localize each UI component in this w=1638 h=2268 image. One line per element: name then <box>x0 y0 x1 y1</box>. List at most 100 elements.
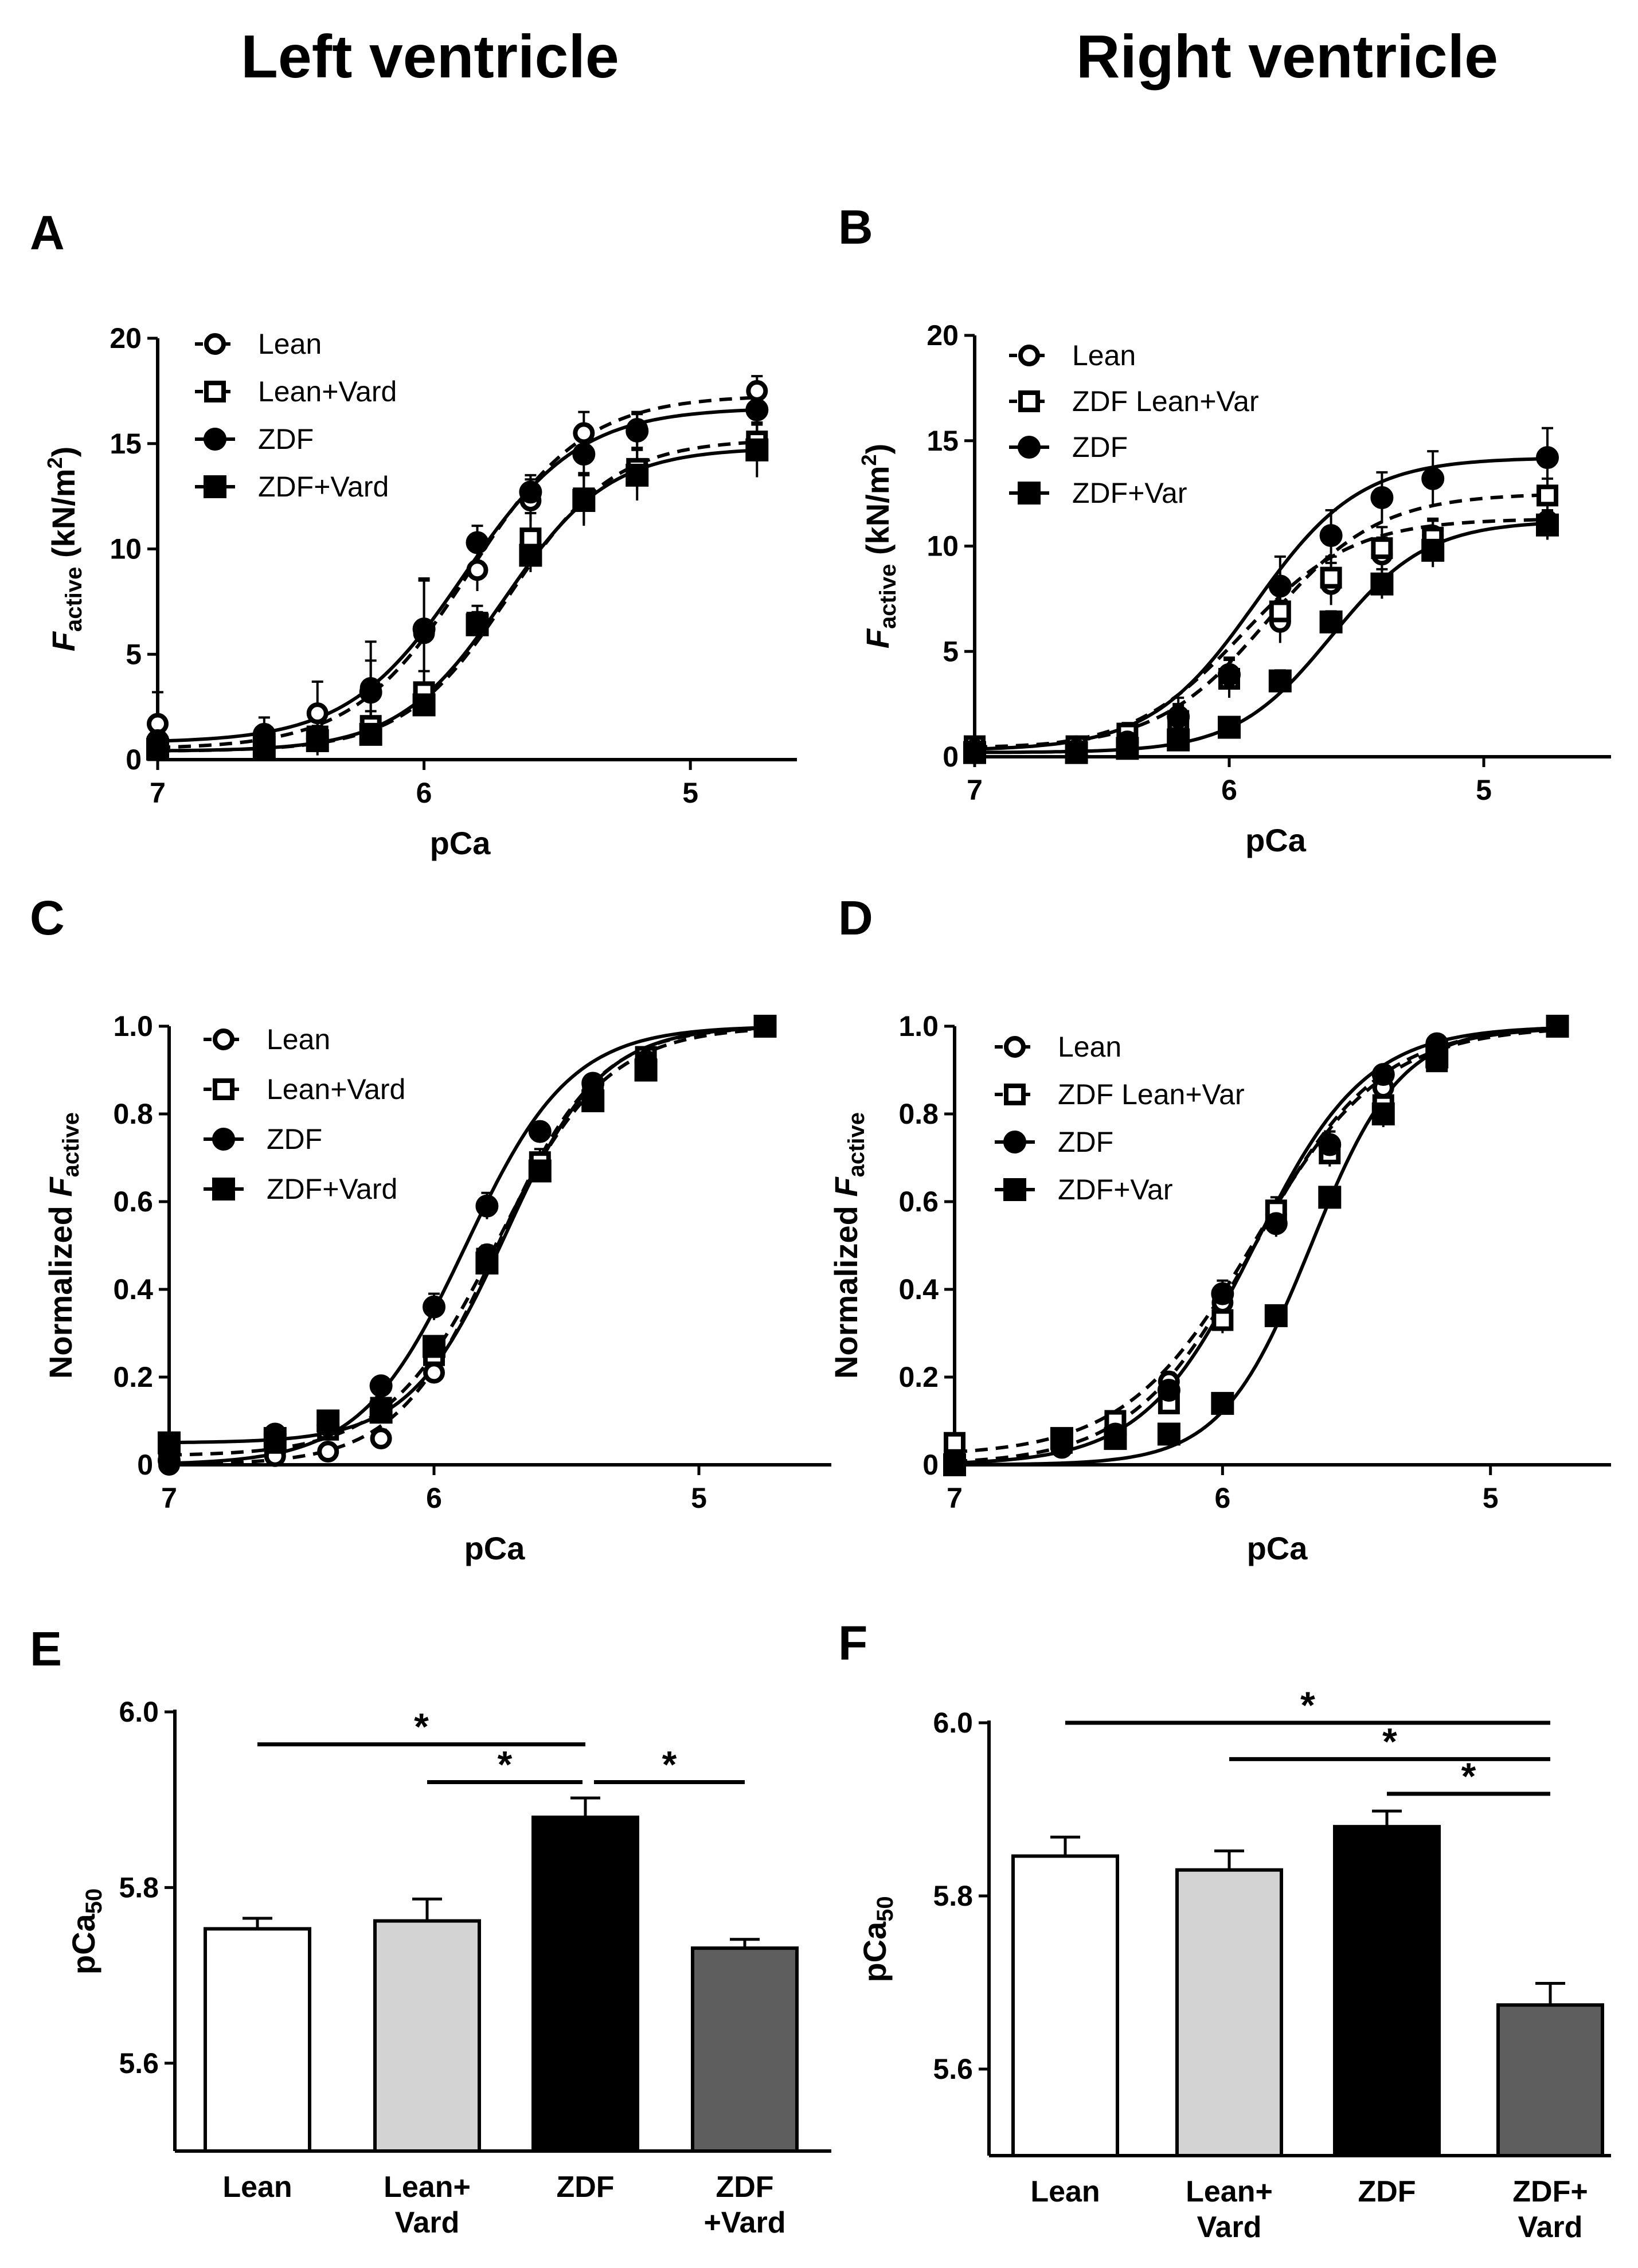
marker-lean <box>306 702 329 725</box>
marker-zdf <box>1211 1282 1234 1305</box>
marker-lean <box>213 1029 234 1050</box>
x-tick-label: 6 <box>416 777 432 809</box>
category-label: Lean <box>222 2171 292 2204</box>
marker-zdf-var <box>1116 737 1139 760</box>
marker-zdf <box>212 1128 235 1151</box>
y-axis-label: pCa50 <box>65 1888 107 1974</box>
y-tick-label: 0 <box>126 744 142 776</box>
legend-label-zdf: ZDF <box>1058 1126 1113 1158</box>
panel-letter-e: E <box>30 1622 62 1676</box>
marker-lean <box>746 380 768 402</box>
legend-label-zdf-var: ZDF+Var <box>1072 477 1187 509</box>
marker-zdf <box>475 1194 499 1218</box>
significance-star: * <box>1382 1720 1397 1762</box>
marker-lean <box>1004 1036 1026 1058</box>
y-tick-label: 0.4 <box>898 1273 939 1305</box>
marker-zdf-var <box>1211 1391 1234 1415</box>
category-label: ZDF <box>1358 2175 1416 2208</box>
y-tick-label: 5 <box>126 638 142 670</box>
legend-label-lean-vard: Lean+Vard <box>258 376 397 408</box>
legend-label-lean: Lean <box>1072 339 1136 372</box>
fit-curve-zdf-var <box>955 1026 1558 1467</box>
marker-zdf-vard <box>475 1252 499 1275</box>
panel-letter-b: B <box>838 200 873 254</box>
marker-zdf <box>1318 1133 1342 1156</box>
category-label: Lean+ <box>384 2171 471 2204</box>
fit-curve-zdf <box>954 1026 1558 1465</box>
y-tick-label: 10 <box>110 533 142 565</box>
y-axis-label-symbol: F <box>859 628 896 648</box>
marker-zdf-vard <box>252 735 276 758</box>
x-tick-label: 5 <box>691 1482 707 1514</box>
marker-zdf-vard <box>745 438 769 462</box>
marker-zdf-vard <box>581 1089 605 1113</box>
marker-zdf-var <box>943 1453 966 1476</box>
marker-zdf <box>369 1374 393 1398</box>
marker-zdf <box>1003 1131 1026 1153</box>
y-axis-label: Factive (kN/m2) <box>43 447 87 651</box>
y-tick-label: 15 <box>110 428 142 460</box>
marker-zdf <box>1167 705 1190 729</box>
fit-curve-zdf-vard <box>169 1026 765 1445</box>
fit-curve-zdf-lean-var <box>974 493 1548 749</box>
marker-zdf-vard <box>316 1409 340 1433</box>
marker-zdf-var <box>1318 1186 1342 1209</box>
marker-zdf-vard <box>369 1401 393 1424</box>
y-axis-label-close: ) <box>859 444 896 455</box>
y-tick-label: 6.0 <box>119 1696 159 1728</box>
y-axis-label-subscript: active <box>61 567 87 632</box>
category-label: Vard <box>395 2206 460 2239</box>
y-axis-label-text: Normalized <box>828 1197 864 1379</box>
x-axis-label: pCa <box>464 1530 526 1566</box>
marker-zdf-var <box>1546 1015 1569 1038</box>
marker-zdf-var <box>1218 715 1241 739</box>
category-label: +Vard <box>703 2206 785 2239</box>
fit-curve-zdf-vard <box>157 448 757 753</box>
y-tick-label: 0.2 <box>898 1361 939 1393</box>
column-title-right: Right ventricle <box>1076 23 1498 91</box>
panel-d-normalized-curve: 0 0.2 0.4 0.6 0.8 1.0 7 6 5 pCa Normalized Factive… <box>828 1010 1611 1566</box>
panel-a-force-curve: 0 5 10 15 20 7 6 5 pCa Factive (kN/m2) Lean Lean+Va… <box>43 322 797 861</box>
category-label: Vard <box>1197 2211 1262 2244</box>
y-axis-label-subscript: active <box>875 564 901 629</box>
category-label: ZDF <box>556 2171 614 2204</box>
significance-star: * <box>1461 1755 1476 1797</box>
marker-zdf-var <box>1319 610 1343 634</box>
significance-star: * <box>662 1743 677 1786</box>
marker-zdf <box>412 617 436 641</box>
y-tick-label: 0.6 <box>113 1186 153 1218</box>
bar-zdf <box>1333 1825 1441 2157</box>
marker-lean <box>204 333 226 355</box>
y-axis-label-superscript: 2 <box>857 454 881 466</box>
marker-zdf-lean-var <box>1018 390 1040 412</box>
marker-zdf-var <box>1167 728 1190 752</box>
x-tick-label: 6 <box>1214 1482 1230 1514</box>
legend-label-zdf: ZDF <box>267 1123 322 1155</box>
y-tick-label: 0.6 <box>898 1186 939 1218</box>
marker-zdf-var <box>1421 538 1445 562</box>
bar-lean-vard <box>1175 1868 1283 2157</box>
fit-curve-zdf-var <box>975 521 1548 754</box>
bar-lean-vard <box>373 1919 481 2153</box>
legend-label-lean-vard: Lean+Vard <box>267 1073 405 1105</box>
marker-lean <box>573 422 595 444</box>
y-axis-label-subscript: active <box>844 1112 869 1177</box>
category-label: ZDF+ <box>1512 2175 1588 2208</box>
marker-zdf-lean-var <box>1269 600 1291 623</box>
y-tick-label: 0 <box>943 741 959 773</box>
fit-curve-zdf-lean-var <box>954 1028 1558 1454</box>
y-tick-label: 5.8 <box>933 1880 973 1912</box>
y-axis-label-close: ) <box>45 447 81 457</box>
marker-zdf <box>359 681 382 704</box>
fit-curve-lean-vard <box>158 440 757 753</box>
marker-zdf-var <box>1268 669 1292 693</box>
y-axis-label-text: pCa <box>65 1914 101 1975</box>
category-label: Lean <box>1030 2175 1100 2208</box>
marker-zdf <box>1371 1063 1395 1086</box>
marker-zdf-var <box>1018 482 1041 505</box>
panel-letter-d: D <box>838 891 873 945</box>
significance-star: * <box>414 1706 429 1748</box>
panel-b-force-curve: 0 5 10 15 20 7 6 5 pCa Factive (kN/m2) Lean ZDF Lea… <box>857 319 1611 858</box>
